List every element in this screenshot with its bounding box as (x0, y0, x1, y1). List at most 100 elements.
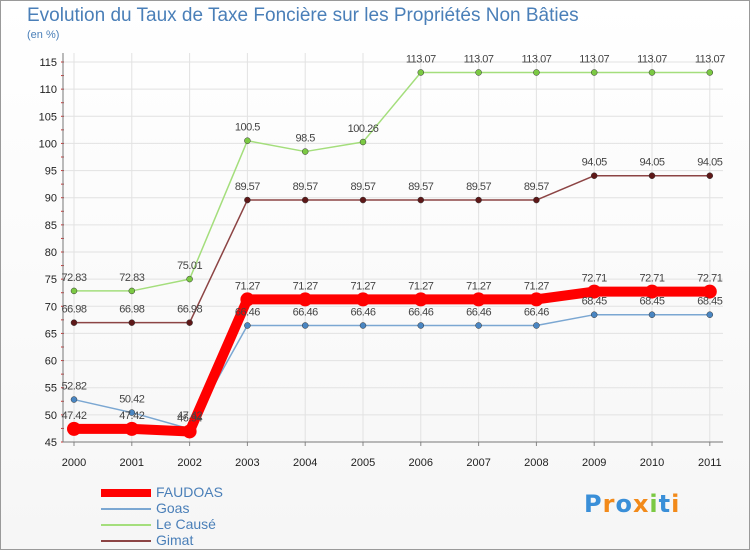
data-label-gimat: 66.98 (177, 304, 202, 316)
data-label-gimat: 94.05 (639, 157, 664, 169)
data-label-gimat: 94.05 (697, 157, 722, 169)
data-point-faudoas (124, 421, 139, 436)
data-point-le-caus- (244, 137, 251, 144)
data-point-le-caus- (417, 69, 425, 76)
y-tick-label: 75 (45, 274, 57, 286)
x-tick-label: 2009 (582, 457, 606, 469)
y-tick-label: 100 (39, 138, 57, 150)
y-tick-label: 65 (45, 328, 57, 340)
data-point-gimat (186, 319, 193, 326)
data-label-faudoas: 71.27 (524, 280, 549, 292)
x-tick-label: 2008 (524, 457, 548, 469)
data-label-gimat: 89.57 (408, 181, 433, 193)
data-point-gimat (590, 172, 598, 179)
data-point-goas (417, 322, 425, 329)
data-label-gimat: 89.57 (235, 181, 260, 193)
legend-item-le-cause: Le Causé (101, 516, 301, 533)
data-point-faudoas (67, 421, 81, 436)
data-point-goas (533, 322, 540, 329)
data-label-le-caus-: 72.83 (61, 272, 86, 284)
logo-letter: o (615, 490, 633, 518)
data-point-le-caus- (186, 275, 193, 283)
y-tick-label: 80 (45, 247, 57, 259)
legend-item-faudoas: FAUDOAS (101, 484, 301, 501)
y-tick-label: 60 (45, 356, 57, 368)
data-point-goas (359, 322, 367, 329)
data-label-goas: 68.45 (697, 296, 722, 308)
data-point-le-caus- (301, 148, 309, 155)
x-tick-label: 2004 (293, 457, 317, 469)
data-point-faudoas (471, 292, 486, 307)
legend-label-le-cause: Le Causé (156, 516, 216, 532)
data-point-le-caus- (128, 287, 136, 295)
data-point-le-caus- (70, 287, 78, 295)
data-point-faudoas (587, 284, 602, 299)
data-point-goas (590, 311, 598, 318)
data-label-goas: 66.46 (350, 307, 375, 319)
data-label-le-caus-: 98.5 (295, 133, 315, 145)
logo-letter: x (632, 490, 650, 518)
data-point-faudoas (240, 292, 255, 307)
data-label-goas: 50.42 (119, 394, 144, 406)
legend-label-gimat: Gimat (156, 532, 194, 548)
proxiti-logo: Proxiti (584, 490, 680, 518)
y-tick-label: 70 (45, 301, 57, 313)
data-label-faudoas: 71.27 (235, 280, 260, 292)
data-label-faudoas: 47.42 (61, 410, 86, 422)
data-point-le-caus- (706, 69, 714, 76)
data-label-le-caus-: 72.83 (119, 272, 144, 284)
y-tick-label: 45 (45, 437, 57, 449)
data-label-faudoas: 71.27 (466, 280, 491, 292)
series-line-goas (73, 313, 711, 430)
data-point-gimat (475, 196, 482, 204)
data-point-gimat (244, 196, 251, 204)
data-point-faudoas (298, 292, 313, 307)
data-label-goas: 52.82 (61, 381, 86, 393)
data-point-goas (128, 409, 136, 416)
x-tick-label: 2003 (235, 457, 259, 469)
data-label-le-caus-: 113.07 (579, 53, 609, 65)
x-tick-label: 2007 (466, 457, 490, 469)
y-tick-label: 110 (39, 84, 57, 96)
data-label-goas: 66.46 (408, 307, 433, 319)
logo-letter: i (671, 490, 681, 518)
series-line-faudoas (69, 286, 715, 437)
data-label-le-caus-: 100.26 (348, 123, 379, 135)
data-label-goas: 68.45 (582, 296, 607, 308)
y-tick-label: 95 (45, 166, 57, 178)
data-point-gimat (533, 196, 540, 204)
data-point-le-caus- (648, 69, 656, 76)
data-point-gimat (359, 196, 367, 204)
series-line-gimat (73, 174, 711, 324)
y-axis-unit-label: (en %) (27, 29, 60, 41)
data-label-le-caus-: 100.5 (235, 122, 260, 134)
data-point-goas (244, 322, 251, 329)
logo-letter: r (602, 490, 616, 518)
data-point-faudoas (645, 284, 659, 299)
data-label-le-caus-: 113.07 (637, 53, 667, 65)
logo-letter: t (658, 490, 672, 518)
x-tick-label: 2010 (640, 457, 664, 469)
data-point-gimat (706, 172, 714, 179)
data-point-le-caus- (533, 69, 540, 76)
data-label-faudoas: 46.94 (177, 412, 202, 424)
data-point-gimat (128, 319, 136, 326)
y-tick-label: 55 (45, 383, 57, 395)
data-point-le-caus- (590, 69, 598, 76)
data-point-le-caus- (359, 138, 367, 146)
data-label-gimat: 66.98 (119, 304, 144, 316)
data-label-gimat: 89.57 (293, 181, 318, 193)
data-point-gimat (417, 196, 425, 204)
data-label-le-caus-: 113.07 (695, 53, 725, 65)
data-label-goas: 47.42 (177, 410, 202, 422)
logo-letter: i (649, 490, 659, 518)
y-tick-label: 90 (45, 193, 57, 205)
data-label-faudoas: 72.71 (639, 273, 664, 285)
y-tick-label: 85 (45, 220, 57, 232)
legend-label-faudoas: FAUDOAS (156, 484, 223, 500)
data-point-faudoas (182, 424, 197, 439)
data-point-gimat (648, 172, 656, 179)
data-point-goas (475, 322, 482, 329)
